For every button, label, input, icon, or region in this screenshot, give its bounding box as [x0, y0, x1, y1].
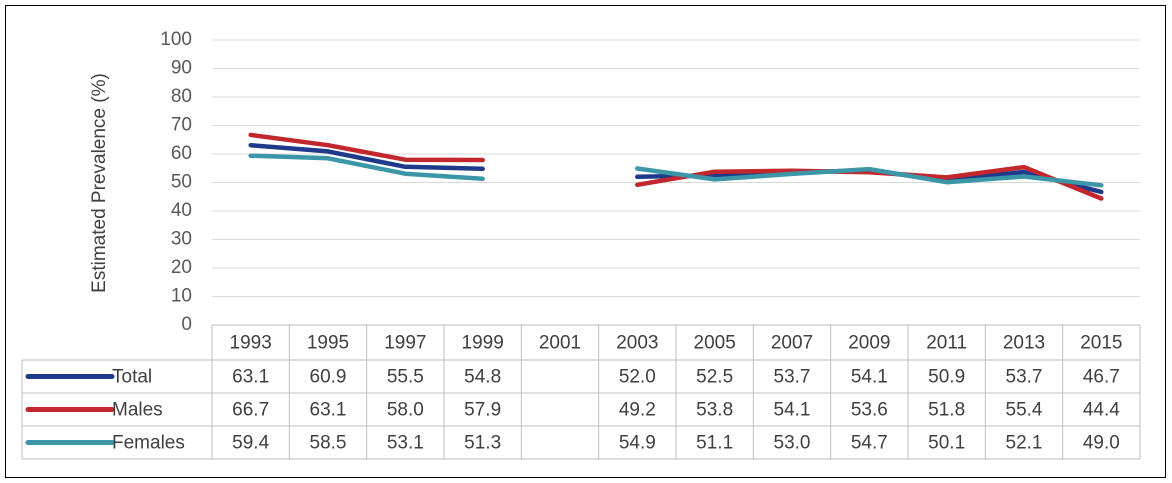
y-tick-label: 0 — [181, 314, 192, 335]
table-value: 44.4 — [1083, 400, 1120, 421]
table-value: 51.1 — [696, 433, 733, 454]
table-value: 51.3 — [464, 433, 501, 454]
table-value: 60.9 — [310, 367, 347, 388]
table-value: 51.8 — [928, 400, 965, 421]
legend-label: Total — [112, 367, 152, 388]
chart-frame — [5, 5, 1166, 478]
table-value: 55.4 — [1006, 400, 1043, 421]
y-tick-label: 20 — [171, 257, 192, 278]
x-tick-label: 1999 — [462, 333, 504, 354]
x-tick-label: 2011 — [926, 333, 967, 354]
y-tick-label: 40 — [171, 200, 192, 221]
table-value: 50.9 — [928, 367, 965, 388]
table-value: 59.4 — [232, 433, 269, 454]
table-value: 55.5 — [387, 367, 424, 388]
table-value: 50.1 — [928, 433, 965, 454]
table-value: 49.0 — [1083, 433, 1120, 454]
table-value: 63.1 — [310, 400, 347, 421]
table-value: 53.1 — [387, 433, 424, 454]
legend-label: Males — [112, 400, 163, 421]
table-value: 53.7 — [774, 367, 811, 388]
y-axis-title: Estimated Prevalence (%) — [89, 73, 110, 293]
x-tick-label: 1995 — [307, 333, 349, 354]
table-value: 52.0 — [619, 367, 656, 388]
table-value: 54.8 — [464, 367, 501, 388]
x-tick-label: 1997 — [384, 333, 426, 354]
y-tick-label: 80 — [171, 86, 192, 107]
table-value: 46.7 — [1083, 367, 1120, 388]
x-tick-label: 2005 — [694, 333, 736, 354]
x-tick-label: 2013 — [1003, 333, 1045, 354]
legend-label: Females — [112, 433, 185, 454]
y-tick-label: 10 — [171, 286, 192, 307]
table-value: 54.9 — [619, 433, 656, 454]
y-tick-label: 30 — [171, 229, 192, 250]
table-value: 57.9 — [464, 400, 501, 421]
table-value: 53.0 — [774, 433, 811, 454]
y-tick-label: 100 — [160, 29, 192, 50]
x-tick-label: 2009 — [848, 333, 890, 354]
x-tick-label: 2007 — [771, 333, 813, 354]
y-tick-label: 60 — [171, 143, 192, 164]
series-line — [248, 153, 1104, 188]
table-value: 58.0 — [387, 400, 424, 421]
table-value: 63.1 — [232, 367, 269, 388]
table-value: 49.2 — [619, 400, 656, 421]
table-value: 66.7 — [232, 400, 269, 421]
table-value: 54.1 — [774, 400, 811, 421]
x-tick-label: 2003 — [616, 333, 658, 354]
table-value: 53.8 — [696, 400, 733, 421]
table-value: 53.7 — [1006, 367, 1043, 388]
x-tick-label: 2001 — [539, 333, 581, 354]
x-tick-label: 2015 — [1080, 333, 1122, 354]
y-tick-label: 90 — [171, 58, 192, 79]
table-value: 58.5 — [310, 433, 347, 454]
table-value: 54.1 — [851, 367, 888, 388]
table-value: 53.6 — [851, 400, 888, 421]
x-tick-label: 1993 — [230, 333, 272, 354]
y-tick-label: 50 — [171, 172, 192, 193]
table-value: 52.1 — [1006, 433, 1043, 454]
table-value: 54.7 — [851, 433, 888, 454]
y-tick-label: 70 — [171, 115, 192, 136]
table-value: 52.5 — [696, 367, 733, 388]
series-line — [248, 132, 1104, 201]
